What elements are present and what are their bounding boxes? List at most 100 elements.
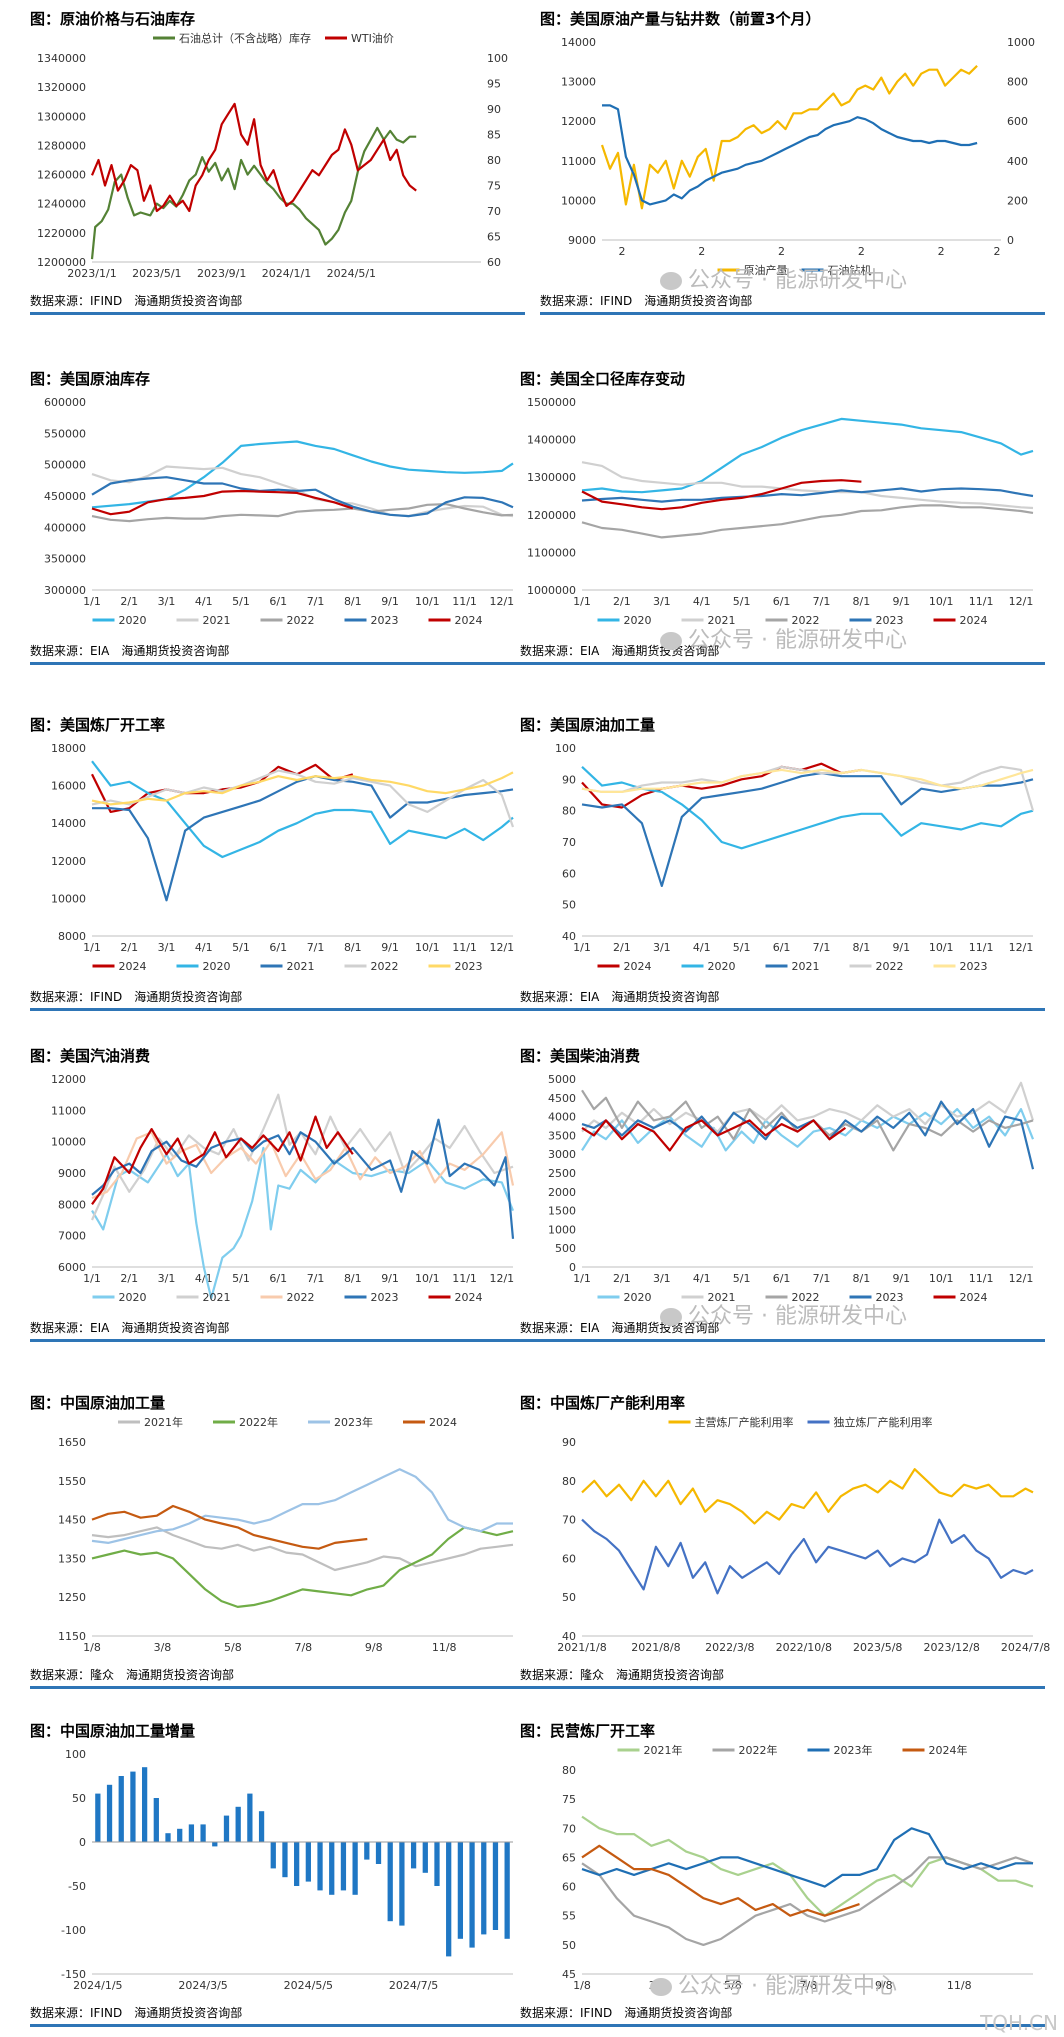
divider-line bbox=[30, 1686, 525, 1689]
y-tick-label: 1500 bbox=[548, 1205, 576, 1218]
y-tick-label: 60 bbox=[562, 1881, 576, 1894]
x-tick-label: 2/1 bbox=[613, 941, 631, 954]
y-tick-label: 1220000 bbox=[37, 227, 86, 240]
y-tick-label: 9000 bbox=[568, 234, 596, 247]
x-tick-label: 3/8 bbox=[154, 1641, 172, 1654]
legend-label: 2024 bbox=[429, 1416, 457, 1429]
y2-tick-label: 0 bbox=[1007, 234, 1014, 247]
y-tick-label: 2000 bbox=[548, 1186, 576, 1199]
bar bbox=[364, 1842, 370, 1860]
x-tick-label: 2024/1/1 bbox=[262, 267, 311, 280]
data-source-note: 数据来源：IFIND 海通期货投资咨询部 bbox=[540, 294, 753, 308]
y2-tick-label: 95 bbox=[487, 78, 501, 91]
bar bbox=[387, 1842, 393, 1922]
chart-svg: 40 50 60 70 80 90 2021/1/8 2021/8/8 2022/3/8 2022… bbox=[557, 1415, 1050, 1654]
y2-tick-label: 60 bbox=[487, 256, 501, 269]
x-tick-label: 1/1 bbox=[573, 595, 591, 608]
bar bbox=[422, 1842, 428, 1873]
x-tick-label: 10/1 bbox=[929, 595, 954, 608]
x-tick-label: 1/8 bbox=[83, 1641, 101, 1654]
x-tick-label: 3/1 bbox=[158, 941, 176, 954]
x-tick-label: 2024/1/5 bbox=[73, 1979, 122, 1992]
x-tick-label: 2023/12/8 bbox=[923, 1641, 979, 1654]
legend-label: 2020 bbox=[708, 960, 736, 973]
chart-svg: 1150 1250 1350 1450 1550 1650 1/8 3/8 5/8 7/8 9/8 1… bbox=[58, 1415, 514, 1654]
y-tick-label: 45 bbox=[562, 1968, 576, 1981]
legend-label: 2021 bbox=[708, 614, 736, 627]
bar bbox=[469, 1842, 475, 1948]
bar bbox=[106, 1784, 113, 1842]
y-tick-label: 12000 bbox=[51, 1073, 86, 1086]
x-tick-label: 6/1 bbox=[773, 1272, 791, 1285]
y2-tick-label: 400 bbox=[1007, 155, 1028, 168]
y-tick-label: 12000 bbox=[51, 855, 86, 868]
wechat-icon bbox=[650, 1978, 672, 1996]
data-source-note: 数据来源：IFIND 海通期货投资咨询部 bbox=[520, 2006, 733, 2020]
series-line bbox=[91, 1115, 354, 1205]
x-tick-label: 5/8 bbox=[224, 1641, 242, 1654]
divider-line bbox=[540, 312, 1045, 315]
legend-label: 石油钻机 bbox=[828, 263, 872, 277]
y-tick-label: 50 bbox=[562, 1939, 576, 1952]
series-line bbox=[91, 440, 514, 509]
x-tick-label: 2 bbox=[618, 245, 625, 258]
bar bbox=[141, 1767, 148, 1842]
divider-line bbox=[30, 1008, 525, 1011]
x-tick-label: 5/1 bbox=[733, 941, 751, 954]
y-tick-label: 90 bbox=[562, 1436, 576, 1449]
x-tick-label: 1/1 bbox=[83, 1272, 101, 1285]
divider-line bbox=[520, 1686, 1045, 1689]
y-tick-label: 450000 bbox=[44, 490, 86, 503]
legend-label: 2023 bbox=[876, 614, 904, 627]
series-line bbox=[581, 417, 1034, 494]
bar bbox=[375, 1842, 382, 1864]
x-tick-label: 6/1 bbox=[773, 595, 791, 608]
series-line bbox=[581, 1827, 1033, 1888]
x-tick-label: 2 bbox=[938, 245, 945, 258]
data-source-note: 数据来源：隆众 海通期货投资咨询部 bbox=[30, 1668, 235, 1682]
y-tick-label: 50 bbox=[72, 1792, 86, 1805]
legend-label: 2022 bbox=[792, 614, 820, 627]
legend-label: 2023年 bbox=[834, 1743, 873, 1757]
bar bbox=[235, 1806, 241, 1842]
x-tick-label: 5/1 bbox=[232, 595, 250, 608]
bar bbox=[481, 1842, 487, 1935]
data-source-note: 数据来源：IFIND 海通期货投资咨询部 bbox=[30, 990, 243, 1004]
y-tick-label: 3000 bbox=[548, 1148, 576, 1161]
y-tick-label: 75 bbox=[562, 1793, 576, 1806]
data-source-note: 数据来源：EIA 海通期货投资咨询部 bbox=[30, 644, 230, 658]
chart-svg: 8000 10000 12000 14000 16000 18000 1/1 2/1 3/1 4/… bbox=[51, 742, 514, 973]
x-tick-label: 4/1 bbox=[195, 1272, 213, 1285]
bar bbox=[200, 1824, 206, 1842]
bar bbox=[504, 1842, 510, 1939]
x-tick-label: 4/1 bbox=[195, 941, 213, 954]
y-tick-label: 8000 bbox=[58, 1198, 86, 1211]
series-line bbox=[581, 1100, 1035, 1170]
y-tick-label: 70 bbox=[562, 1514, 576, 1527]
x-tick-label: 2 bbox=[858, 245, 865, 258]
chart-title: 图：美国原油产量与钻井数（前置3个月） bbox=[540, 10, 821, 28]
x-tick-label: 12/1 bbox=[489, 595, 514, 608]
divider-line bbox=[520, 2024, 1045, 2027]
legend-label: 2021年 bbox=[644, 1743, 683, 1757]
bar bbox=[130, 1771, 136, 1842]
bar bbox=[446, 1842, 452, 1957]
y-tick-label: -100 bbox=[61, 1924, 86, 1937]
x-tick-label: 8/1 bbox=[853, 595, 871, 608]
wechat-icon bbox=[660, 272, 682, 290]
y-tick-label: -50 bbox=[68, 1880, 86, 1893]
y-tick-label: 1240000 bbox=[37, 198, 86, 211]
series-line bbox=[91, 503, 514, 523]
x-tick-label: 7/8 bbox=[294, 1641, 312, 1654]
watermark: 公众号 · 能源研发中心 bbox=[660, 1298, 907, 1330]
y-tick-label: 1300000 bbox=[37, 110, 86, 123]
x-tick-label: 8/1 bbox=[344, 595, 362, 608]
y-tick-label: 500000 bbox=[44, 459, 86, 472]
bar bbox=[282, 1842, 288, 1878]
bar bbox=[188, 1824, 195, 1842]
x-tick-label: 10/1 bbox=[415, 941, 440, 954]
x-tick-label: 9/1 bbox=[892, 1272, 910, 1285]
bar bbox=[95, 1793, 101, 1842]
y2-tick-label: 90 bbox=[487, 103, 501, 116]
series-line bbox=[581, 1815, 1034, 1917]
